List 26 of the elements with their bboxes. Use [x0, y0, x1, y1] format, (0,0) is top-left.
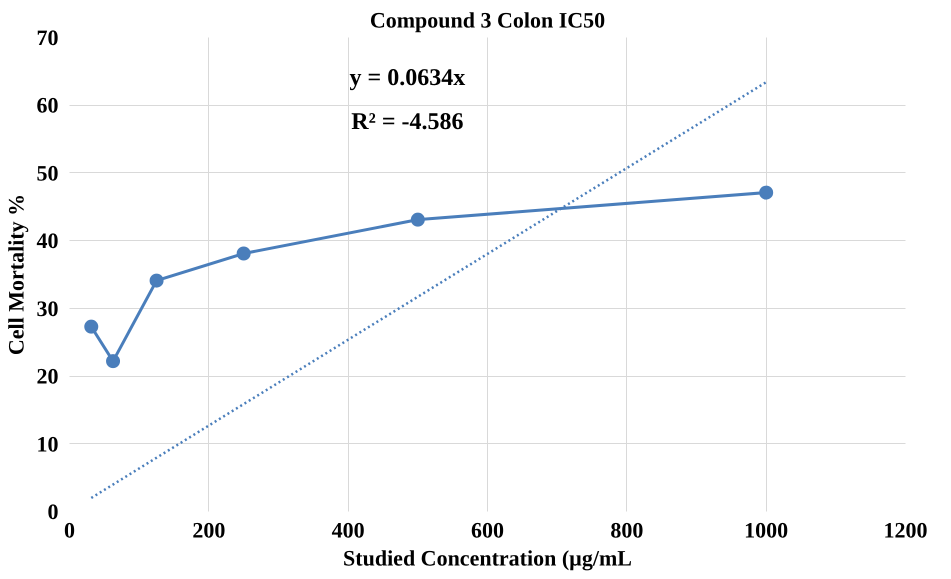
- x-tick-label: 800: [610, 518, 644, 542]
- point: [236, 246, 251, 260]
- point: [84, 320, 98, 334]
- chart-title: Compound 3 Colon IC50: [370, 8, 606, 32]
- y-axis-title: Cell Mortality %: [4, 194, 28, 356]
- y-tick-label: 40: [36, 228, 58, 254]
- y-tick-label: 30: [36, 296, 58, 321]
- x-tick-label: 1200: [884, 518, 928, 542]
- point: [106, 354, 120, 368]
- y-tick-label: 10: [36, 431, 58, 456]
- x-tick-label: 400: [332, 518, 365, 542]
- x-axis-title: Studied Concentration (µg/mL: [343, 546, 632, 570]
- y-tick-label: 50: [36, 160, 58, 186]
- y-tick-label: 60: [36, 92, 58, 118]
- annotation: R² = -4.586: [351, 109, 464, 136]
- annotation: y = 0.0634x: [350, 65, 466, 92]
- x-tick-label: 200: [192, 518, 226, 542]
- y-tick-label: 20: [36, 364, 58, 389]
- x-tick-label: 1000: [744, 518, 788, 542]
- point: [150, 274, 164, 288]
- point: [759, 186, 774, 200]
- y-tick-label: 70: [36, 25, 58, 50]
- y-tick-label: 0: [48, 499, 58, 524]
- x-tick-label: 0: [64, 518, 75, 542]
- point: [410, 212, 425, 227]
- x-tick-label: 600: [471, 518, 504, 542]
